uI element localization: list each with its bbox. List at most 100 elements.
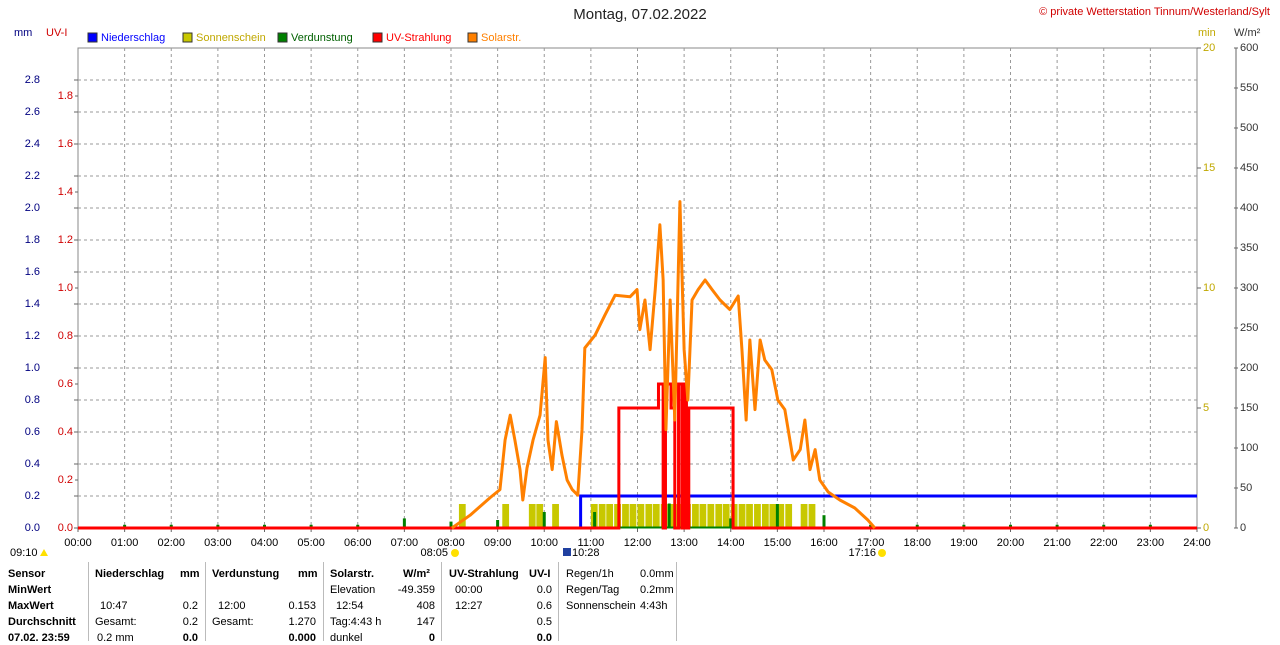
y-tick-label: 2.8 <box>25 74 40 86</box>
x-tick-label: 11:00 <box>578 537 605 549</box>
x-tick-label: 08:00 <box>437 537 465 549</box>
x-tick-label: 16:00 <box>810 537 838 549</box>
cell-time: 00:00 <box>455 584 483 596</box>
y-tick-label: 10 <box>1203 282 1215 294</box>
y-tick-label: 550 <box>1240 82 1258 94</box>
separator <box>205 562 206 641</box>
y-tick-label: 450 <box>1240 162 1258 174</box>
cell-label: Gesamt: <box>212 616 254 628</box>
chart-title: Montag, 07.02.2022 <box>573 6 706 23</box>
cell-label: 0.2 mm <box>97 632 134 644</box>
legend-label: Niederschlag <box>101 32 165 44</box>
y-tick-label: 300 <box>1240 282 1258 294</box>
x-tick-label: 09:00 <box>484 537 512 549</box>
legend-swatch <box>182 32 193 43</box>
sunshine-bar <box>738 504 746 528</box>
y-tick-label: 1.4 <box>58 186 73 198</box>
x-tick-label: 20:00 <box>997 537 1025 549</box>
sunshine-bar <box>606 504 614 528</box>
y-tick-label: 5 <box>1203 402 1209 414</box>
row-label: Sensor <box>8 568 46 580</box>
y-tick-label: 600 <box>1240 42 1258 54</box>
y-tick-label: 0.8 <box>58 330 73 342</box>
cell-value: 0.000 <box>288 632 316 644</box>
summary-label: Regen/Tag <box>566 584 620 596</box>
y-tick-label: 1.4 <box>25 298 40 310</box>
row-label: MaxWert <box>8 600 54 612</box>
sunrise-icon <box>451 549 459 557</box>
cell-time: 12:54 <box>336 600 364 612</box>
separator <box>441 562 442 641</box>
y-tick-label: 1.8 <box>58 90 73 102</box>
sunshine-bar <box>699 504 707 528</box>
x-tick-label: 05:00 <box>297 537 325 549</box>
y-tick-label: 0 <box>1203 522 1209 534</box>
sunshine-bar <box>668 504 676 528</box>
y-tick-label: 0.0 <box>58 522 73 534</box>
x-tick-label: 02:00 <box>157 537 185 549</box>
sunshine-bar <box>808 504 816 528</box>
y-tick-label: 0.0 <box>25 522 40 534</box>
y-tick-label: 1.0 <box>58 282 73 294</box>
y-tick-label: 0.4 <box>58 426 73 438</box>
sunshine-bar <box>754 504 761 528</box>
y4-axis-label: W/m² <box>1234 27 1261 39</box>
y-tick-label: 1.2 <box>25 330 40 342</box>
column-title: UV-Strahlung <box>449 568 519 580</box>
cell-value: 0.6 <box>536 600 552 612</box>
legend-label: Sonnenschein <box>196 32 266 44</box>
legend-swatch <box>372 32 383 43</box>
y-tick-label: 100 <box>1240 442 1258 454</box>
y-tick-label: 0 <box>1240 522 1246 534</box>
y-tick-label: 20 <box>1203 42 1215 54</box>
legend-label: UV-Strahlung <box>386 32 451 44</box>
cell-value: 0.0 <box>536 584 552 596</box>
column-title: Niederschlag <box>95 568 165 580</box>
legend-swatch <box>277 32 288 43</box>
sunshine-bar <box>652 504 660 528</box>
y-axis-label: mm <box>14 27 32 39</box>
y-tick-label: 0.2 <box>25 490 40 502</box>
y-tick-label: 200 <box>1240 362 1258 374</box>
row-label: MinWert <box>8 584 52 596</box>
summary-value: 4:43h <box>640 600 668 612</box>
y-tick-label: 1.6 <box>25 266 40 278</box>
cell-value: 147 <box>416 616 435 628</box>
x-tick-label: 18:00 <box>903 537 931 549</box>
cell-value: 1.270 <box>288 616 316 628</box>
legend-swatch <box>467 32 478 43</box>
y-tick-label: 350 <box>1240 242 1258 254</box>
sunshine-bar <box>502 504 510 528</box>
credit: © private Wetterstation Tinnum/Westerlan… <box>1039 6 1270 18</box>
legend-label: Verdunstung <box>291 32 353 44</box>
cell-label: Gesamt: <box>95 616 137 628</box>
x-tick-label: 17:00 <box>857 537 885 549</box>
y-tick-label: 1.8 <box>25 234 40 246</box>
y-tick-label: 1.6 <box>58 138 73 150</box>
y-tick-label: 50 <box>1240 482 1252 494</box>
y-tick-label: 0.2 <box>58 474 73 486</box>
y-tick-label: 2.6 <box>25 106 40 118</box>
sunshine-bar <box>637 504 645 528</box>
cell-time: 12:27 <box>455 600 483 612</box>
sunset-time: 17:16 <box>848 547 876 559</box>
cell-time: 12:00 <box>218 600 246 612</box>
cell-value: 0.5 <box>536 616 552 628</box>
sunshine-bar <box>707 504 715 528</box>
x-tick-label: 07:00 <box>391 537 419 549</box>
x-tick-label: 12:00 <box>624 537 652 549</box>
y3-axis-label: min <box>1198 27 1216 39</box>
y-tick-label: 2.0 <box>25 202 40 214</box>
column-title: Solarstr. <box>330 568 375 580</box>
sunshine-bar <box>552 504 559 528</box>
legend-swatch <box>87 32 98 43</box>
x-tick-label: 00:00 <box>64 537 92 549</box>
row-label: 07.02. 23:59 <box>8 632 70 644</box>
x-tick-label: 04:00 <box>251 537 279 549</box>
y-tick-label: 2.2 <box>25 170 40 182</box>
sunshine-bar <box>769 504 777 528</box>
y-tick-label: 0.6 <box>58 378 73 390</box>
y-tick-label: 500 <box>1240 122 1258 134</box>
column-unit: mm <box>298 568 318 580</box>
sunrise-time: 08:05 <box>420 547 448 559</box>
